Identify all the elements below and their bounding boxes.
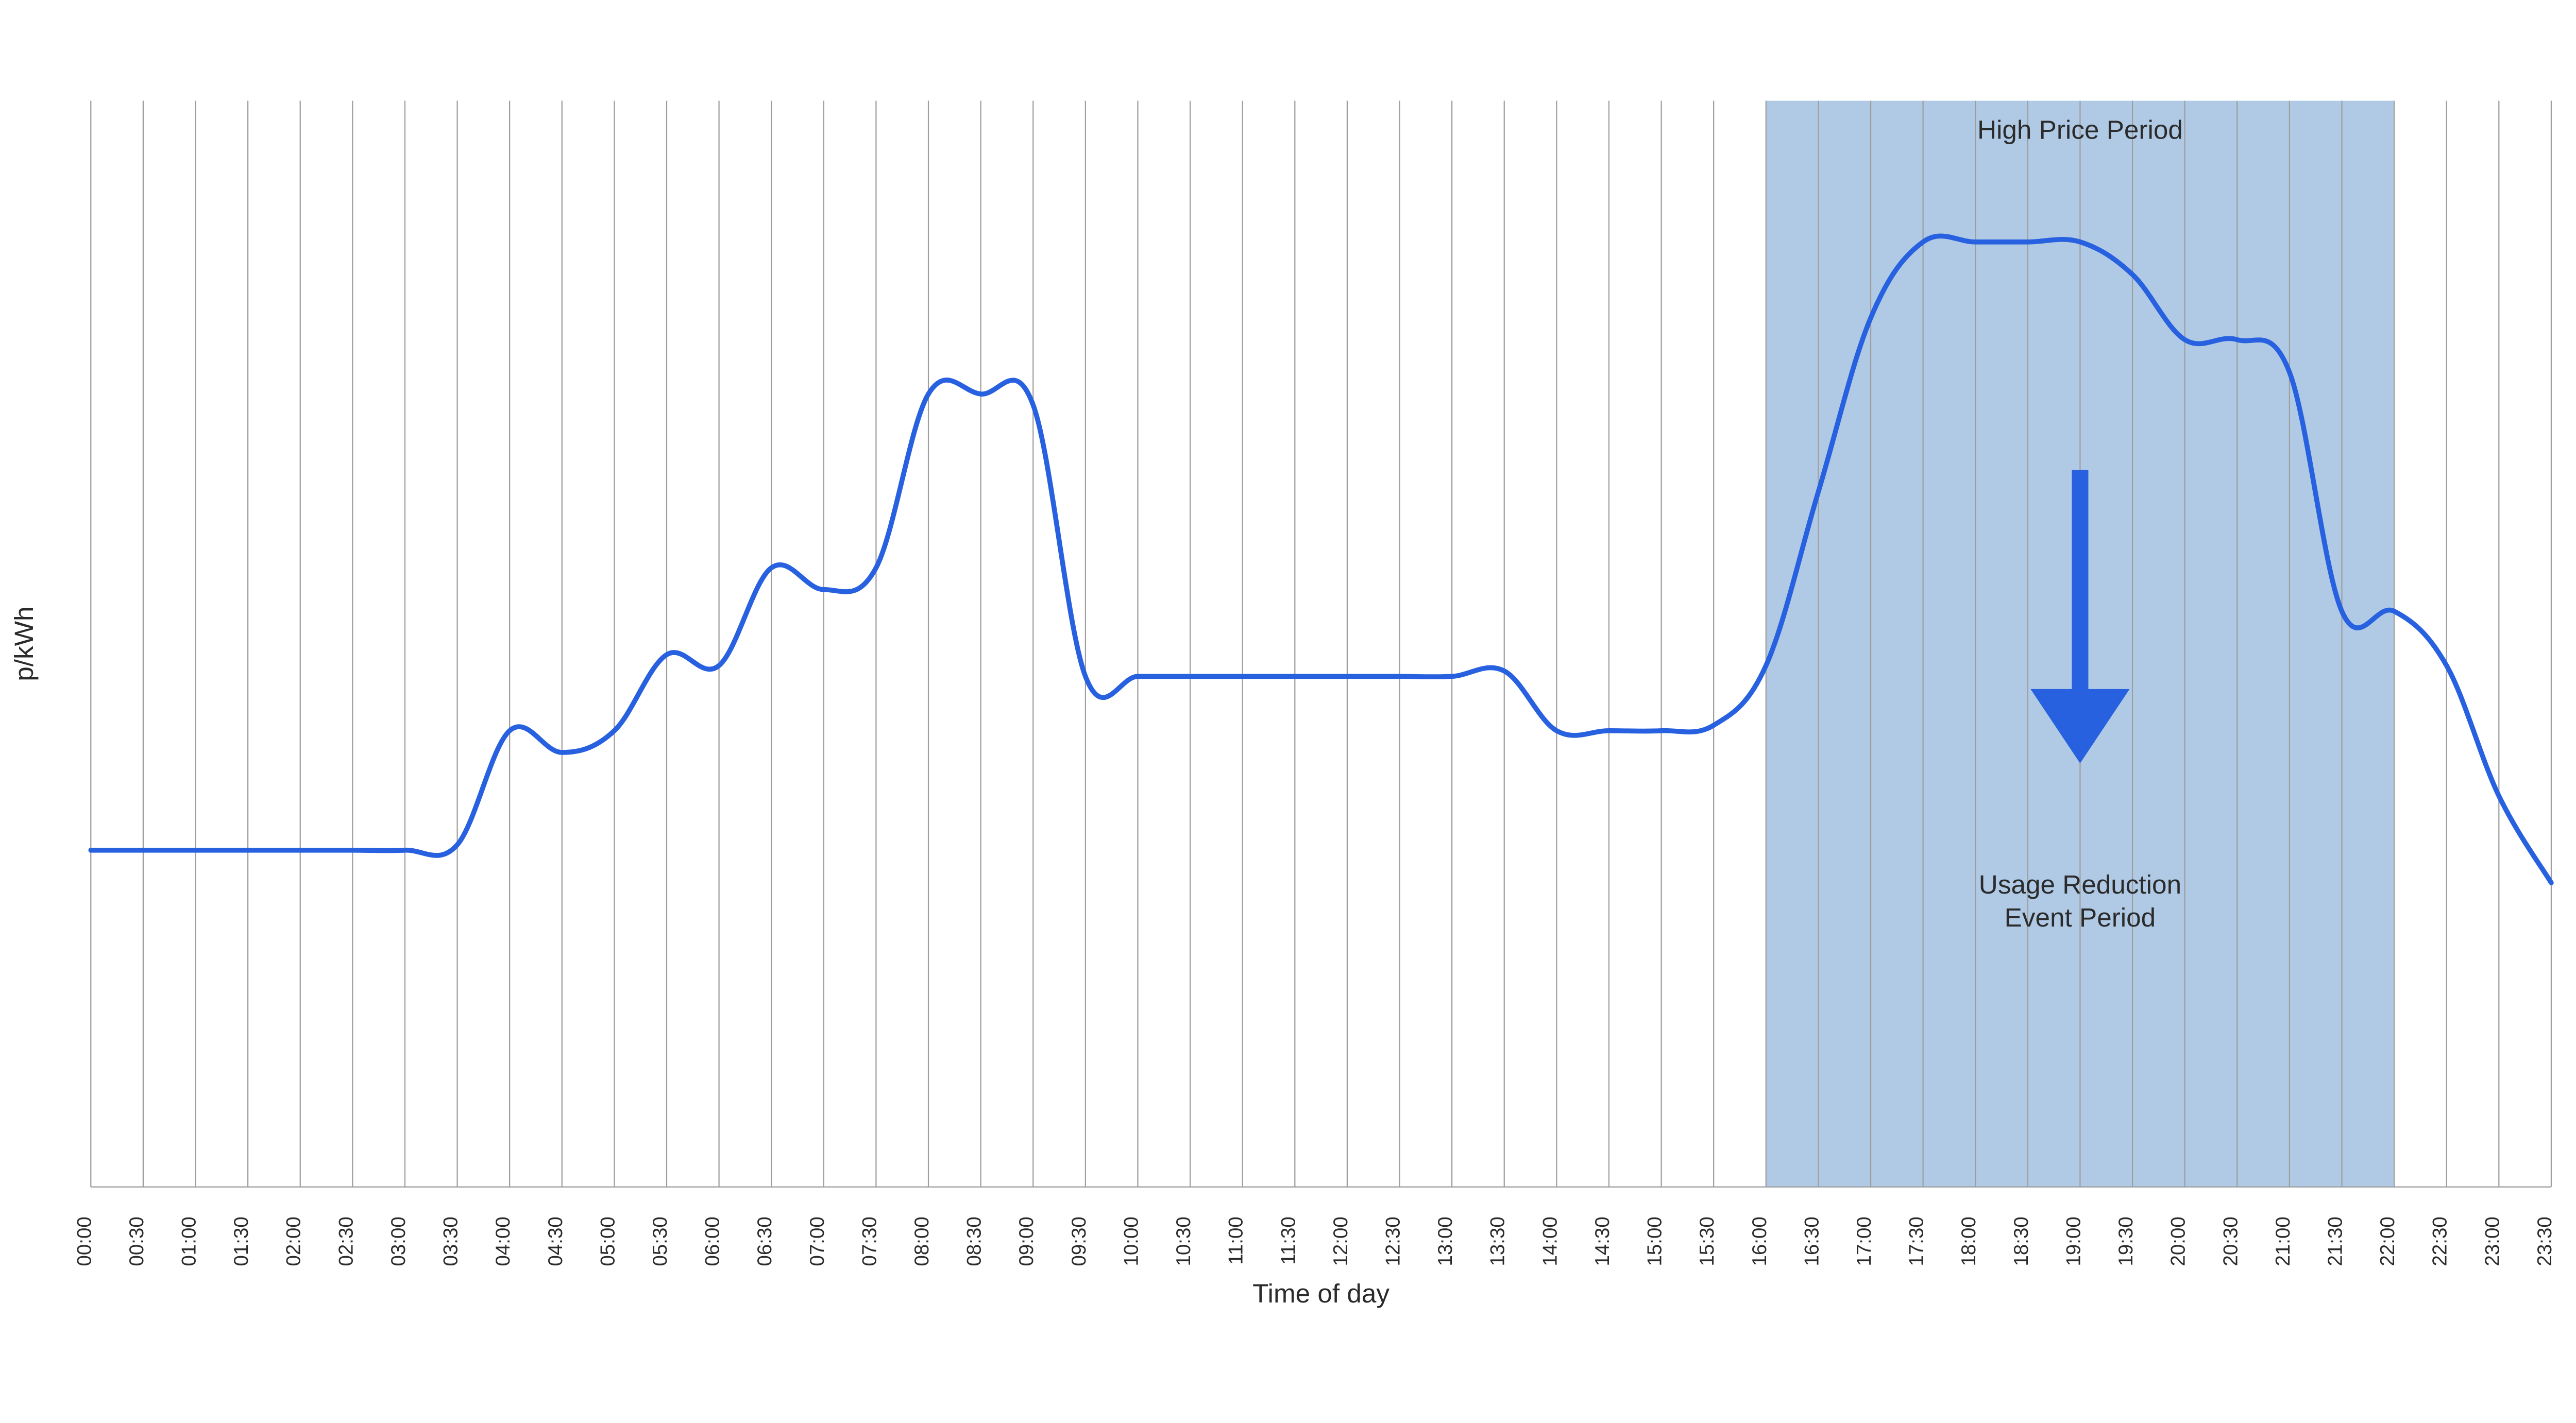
usage-reduction-label-line2: Event Period bbox=[2005, 903, 2156, 932]
chart-svg: 00:00 00:30 01:00 01:30 02:00 02:30 03:00 03:30… bbox=[0, 0, 2576, 1423]
x-tick-label: 13:00 bbox=[1434, 1216, 1456, 1266]
x-tick-label: 00:00 bbox=[73, 1216, 95, 1266]
x-tick-label: 10:30 bbox=[1173, 1216, 1195, 1266]
x-tick-label: 08:30 bbox=[963, 1216, 986, 1266]
x-tick-label: 03:30 bbox=[440, 1216, 462, 1266]
x-tick-label: 17:00 bbox=[1853, 1216, 1875, 1266]
x-tick-label: 12:30 bbox=[1382, 1216, 1404, 1266]
x-tick-label: 14:30 bbox=[1591, 1216, 1614, 1266]
x-tick-label: 10:00 bbox=[1120, 1216, 1142, 1266]
x-tick-label: 20:00 bbox=[2167, 1216, 2190, 1266]
x-tick-label: 07:30 bbox=[858, 1216, 880, 1266]
x-tick-label: 23:30 bbox=[2534, 1216, 2556, 1266]
x-tick-label: 22:30 bbox=[2429, 1216, 2451, 1266]
x-tick-label: 02:00 bbox=[283, 1216, 305, 1266]
x-tick-label: 20:30 bbox=[2219, 1216, 2242, 1266]
x-tick-label: 12:00 bbox=[1330, 1216, 1352, 1266]
x-tick-label: 00:30 bbox=[126, 1216, 148, 1266]
x-axis-label: Time of day bbox=[1252, 1279, 1389, 1308]
x-tick-label: 21:30 bbox=[2324, 1216, 2346, 1266]
x-tick-label: 18:30 bbox=[2010, 1216, 2032, 1266]
x-tick-label: 16:30 bbox=[1801, 1216, 1823, 1266]
usage-reduction-label-line1: Usage Reduction bbox=[1979, 870, 2181, 899]
x-tick-label: 06:30 bbox=[754, 1216, 776, 1266]
x-tick-label: 13:30 bbox=[1487, 1216, 1509, 1266]
x-tick-label: 05:00 bbox=[597, 1216, 619, 1266]
x-tick-label: 14:00 bbox=[1539, 1216, 1561, 1266]
x-tick-label: 07:00 bbox=[806, 1216, 828, 1266]
high-price-label: High Price Period bbox=[1977, 115, 2183, 144]
x-tick-label: 04:00 bbox=[492, 1216, 514, 1266]
x-tick-label: 08:00 bbox=[911, 1216, 933, 1266]
x-tick-label: 09:30 bbox=[1068, 1216, 1090, 1266]
x-tick-label: 23:00 bbox=[2481, 1216, 2503, 1266]
x-tick-label: 19:30 bbox=[2115, 1216, 2137, 1266]
x-tick-label: 15:30 bbox=[1696, 1216, 1718, 1266]
x-tick-label: 18:00 bbox=[1958, 1216, 1980, 1266]
x-tick-label: 06:00 bbox=[702, 1216, 724, 1266]
x-tick-label: 11:00 bbox=[1225, 1216, 1247, 1264]
y-axis-label: p/kWh bbox=[9, 606, 39, 681]
x-tick-label: 11:30 bbox=[1277, 1216, 1299, 1264]
x-tick-label: 17:30 bbox=[1906, 1216, 1928, 1266]
x-tick-label: 05:30 bbox=[649, 1216, 671, 1266]
x-tick-label: 02:30 bbox=[335, 1216, 357, 1266]
x-tick-label: 04:30 bbox=[545, 1216, 567, 1266]
x-tick-label: 21:00 bbox=[2272, 1216, 2294, 1266]
x-tick-label: 03:00 bbox=[387, 1216, 410, 1266]
x-tick-label: 22:00 bbox=[2377, 1216, 2399, 1266]
x-tick-label: 01:30 bbox=[230, 1216, 252, 1266]
x-tick-label: 16:00 bbox=[1749, 1216, 1771, 1266]
x-tick-label: 09:00 bbox=[1015, 1216, 1038, 1266]
price-chart: 00:00 00:30 01:00 01:30 02:00 02:30 03:00 03:30… bbox=[0, 0, 2576, 1423]
x-tick-label: 19:00 bbox=[2062, 1216, 2084, 1266]
x-tick-label: 15:00 bbox=[1644, 1216, 1666, 1266]
x-tick-label: 01:00 bbox=[178, 1216, 200, 1266]
